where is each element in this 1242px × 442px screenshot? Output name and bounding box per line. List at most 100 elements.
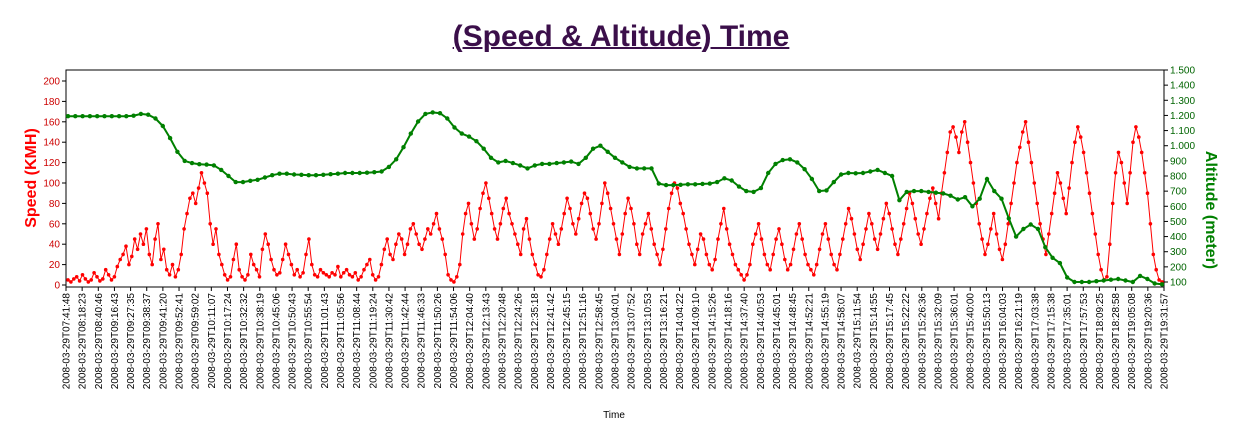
speed-point (742, 278, 746, 282)
altitude-point (423, 111, 428, 117)
altitude-point (1072, 279, 1077, 285)
speed-point (1125, 201, 1129, 206)
altitude-point (189, 160, 195, 166)
speed-point (1087, 191, 1092, 195)
altitude-point (466, 134, 472, 139)
y-tick-label: 60 (49, 219, 61, 230)
altitude-point (401, 145, 406, 150)
speed-point (130, 254, 134, 259)
speed-point (301, 271, 305, 275)
speed-point (272, 267, 276, 272)
speed-point (687, 242, 691, 246)
altitude-point (1013, 234, 1019, 239)
altitude-point (313, 173, 319, 178)
altitude-point (649, 166, 654, 171)
speed-point (208, 222, 212, 226)
altitude-point (95, 114, 100, 119)
speed-point (733, 262, 738, 267)
altitude-point (299, 172, 304, 177)
speed-point (472, 237, 477, 241)
speed-point (899, 237, 903, 241)
speed-point (179, 252, 183, 257)
altitude-point (919, 188, 924, 194)
x-tick-label: 2008-03-29T13:10:53 (643, 293, 654, 390)
speed-point (846, 206, 851, 211)
speed-point (379, 262, 384, 267)
altitude-point (576, 161, 581, 167)
x-tick-label: 2008-03-29T14:40:53 (756, 293, 767, 390)
x-tick-label: 2008-03-29T11:54:06 (449, 293, 460, 389)
altitude-point (970, 204, 975, 209)
speed-point (965, 140, 970, 144)
y-tick-label: 20 (49, 260, 61, 271)
speed-point (495, 237, 500, 241)
speed-point (463, 211, 468, 216)
speed-point (951, 125, 955, 129)
speed-point (722, 206, 726, 211)
speed-point (103, 267, 108, 272)
altitude-point (926, 189, 931, 195)
altitude-point (175, 149, 180, 154)
speed-point (632, 222, 636, 226)
speed-point (571, 222, 575, 226)
x-tick-label: 2008-03-29T12:41:42 (546, 293, 557, 390)
altitude-point (481, 146, 486, 151)
speed-point (173, 275, 178, 279)
altitude-point (153, 116, 158, 121)
speed-point (684, 227, 688, 231)
speed-point (919, 242, 923, 246)
speed-point (205, 191, 210, 195)
speed-point (318, 267, 323, 272)
speed-point (812, 273, 816, 277)
speed-point (867, 211, 871, 216)
y-tick-label: 100 (43, 179, 60, 190)
speed-point (1134, 125, 1138, 129)
x-tick-label: 2008-03-29T12:45:15 (562, 293, 573, 390)
x-tick-label: 2008-03-29T13:07:52 (627, 293, 638, 390)
speed-point (640, 232, 645, 236)
altitude-point (897, 198, 902, 203)
speed-point (1035, 201, 1039, 206)
speed-point (849, 216, 854, 221)
speed-point (115, 264, 120, 269)
speed-point (1122, 181, 1127, 185)
altitude-point (831, 179, 836, 185)
y2-tick-label: 500 (1170, 217, 1187, 228)
speed-point (466, 201, 471, 206)
speed-point (1078, 135, 1083, 139)
altitude-point (328, 172, 333, 177)
altitude-point (386, 164, 392, 170)
speed-point (1142, 171, 1147, 175)
speed-point (1070, 160, 1074, 165)
altitude-point (1145, 276, 1150, 282)
speed-point (77, 279, 82, 283)
speed-point (562, 211, 566, 216)
speed-point (243, 278, 247, 282)
speed-point (487, 196, 491, 201)
altitude-point (846, 170, 851, 176)
speed-point (353, 271, 358, 275)
speed-point (637, 252, 642, 257)
x-tick-label: 2008-03-29T13:16:21 (659, 293, 670, 390)
altitude-point (824, 188, 829, 193)
altitude-point (342, 170, 348, 176)
speed-point (861, 242, 865, 246)
speed-point (135, 247, 140, 252)
altitude-point (868, 169, 873, 174)
speed-point (1064, 211, 1068, 216)
speed-point (1020, 130, 1025, 134)
speed-point (791, 247, 796, 252)
speed-point (1145, 191, 1150, 195)
speed-point (388, 252, 392, 257)
altitude-point (656, 181, 661, 186)
speed-point (417, 242, 421, 246)
speed-point (89, 278, 93, 282)
speed-point (112, 275, 117, 279)
speed-point (579, 201, 584, 206)
altitude-point (1079, 279, 1085, 285)
speed-point (144, 227, 149, 231)
x-tick-label: 2008-03-29T15:32:09 (933, 293, 944, 390)
speed-point (310, 262, 314, 267)
speed-point (727, 242, 732, 246)
altitude-point (496, 160, 501, 165)
